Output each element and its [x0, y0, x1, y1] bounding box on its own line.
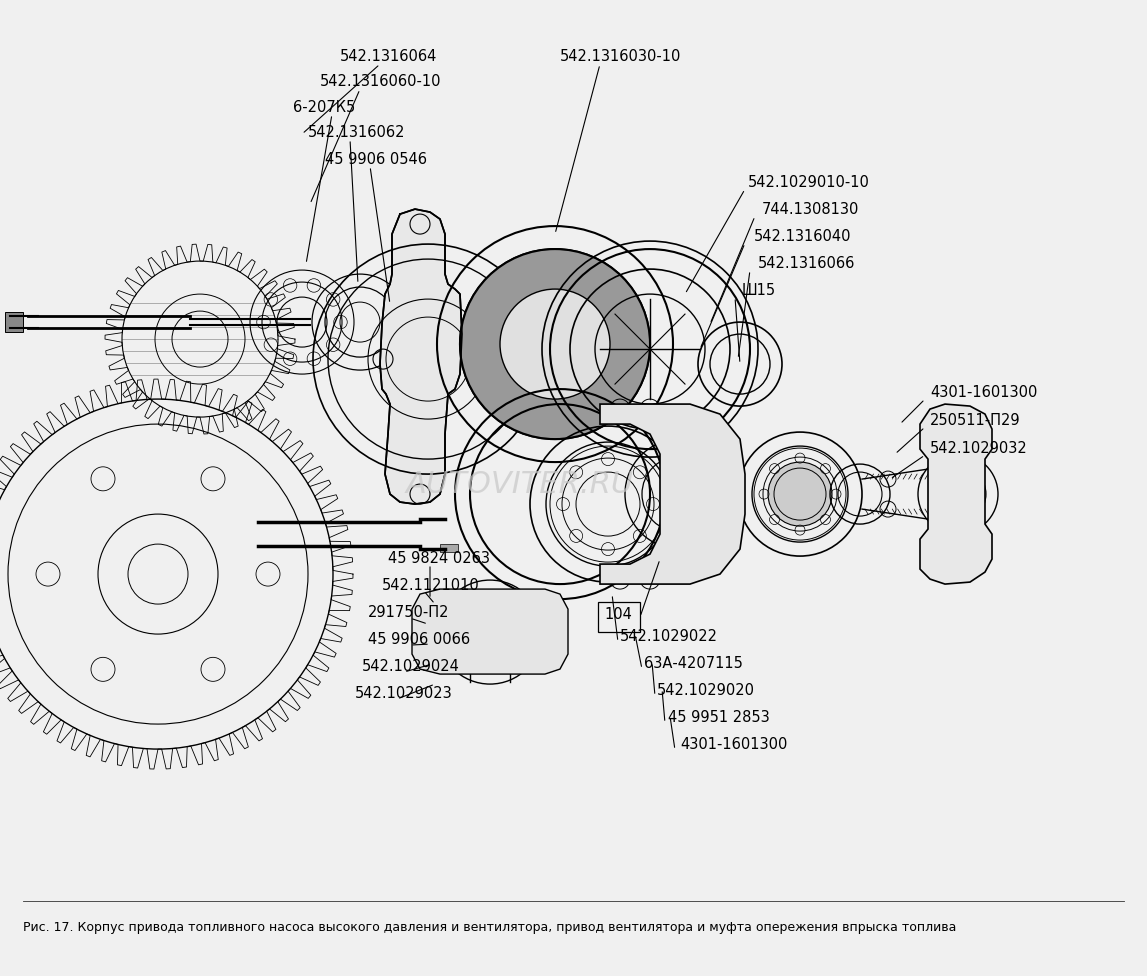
Circle shape: [768, 462, 832, 526]
Polygon shape: [380, 209, 462, 504]
Text: 45 9906 0066: 45 9906 0066: [368, 631, 470, 646]
Text: 4301-1601300: 4301-1601300: [680, 737, 787, 752]
Text: 542.1029032: 542.1029032: [930, 440, 1028, 456]
Text: 4301-1601300: 4301-1601300: [930, 385, 1037, 399]
Text: 542.1121010: 542.1121010: [382, 578, 479, 592]
Text: 250511-П29: 250511-П29: [930, 413, 1021, 427]
Text: 45 9951 2853: 45 9951 2853: [668, 710, 770, 724]
Text: 542.1316066: 542.1316066: [758, 256, 856, 270]
Text: 542.1316040: 542.1316040: [754, 228, 851, 244]
Text: 542.1029020: 542.1029020: [657, 682, 755, 698]
Text: AUTOVITER.RU: AUTOVITER.RU: [406, 469, 634, 499]
Text: 45 9906 0546: 45 9906 0546: [325, 151, 427, 167]
Bar: [440, 544, 458, 552]
Polygon shape: [920, 404, 992, 584]
Polygon shape: [412, 590, 568, 674]
Text: 63А-4207115: 63А-4207115: [643, 656, 743, 671]
Text: 542.1029010-10: 542.1029010-10: [748, 175, 869, 189]
Text: 6-207К5: 6-207К5: [292, 100, 356, 114]
Text: 542.1316060-10: 542.1316060-10: [320, 73, 442, 89]
Circle shape: [500, 289, 610, 399]
Text: 542.1316030-10: 542.1316030-10: [560, 49, 681, 63]
Text: 542.1029024: 542.1029024: [362, 659, 460, 673]
Text: 744.1308130: 744.1308130: [762, 202, 859, 217]
Text: Ш15: Ш15: [742, 283, 777, 298]
Circle shape: [460, 249, 650, 439]
Text: 542.1029023: 542.1029023: [356, 685, 453, 701]
Bar: [5, 312, 23, 332]
Text: 104: 104: [604, 606, 632, 622]
Bar: [598, 602, 640, 632]
Text: 291750-П2: 291750-П2: [368, 604, 450, 620]
Text: 542.1316062: 542.1316062: [309, 125, 406, 140]
Text: 542.1029022: 542.1029022: [621, 629, 718, 643]
Polygon shape: [600, 404, 746, 584]
Text: Рис. 17. Корпус привода топливного насоса высокого давления и вентилятора, приво: Рис. 17. Корпус привода топливного насос…: [23, 921, 957, 934]
Text: 45 9824 0263: 45 9824 0263: [388, 550, 490, 565]
Text: 542.1316064: 542.1316064: [340, 49, 437, 63]
